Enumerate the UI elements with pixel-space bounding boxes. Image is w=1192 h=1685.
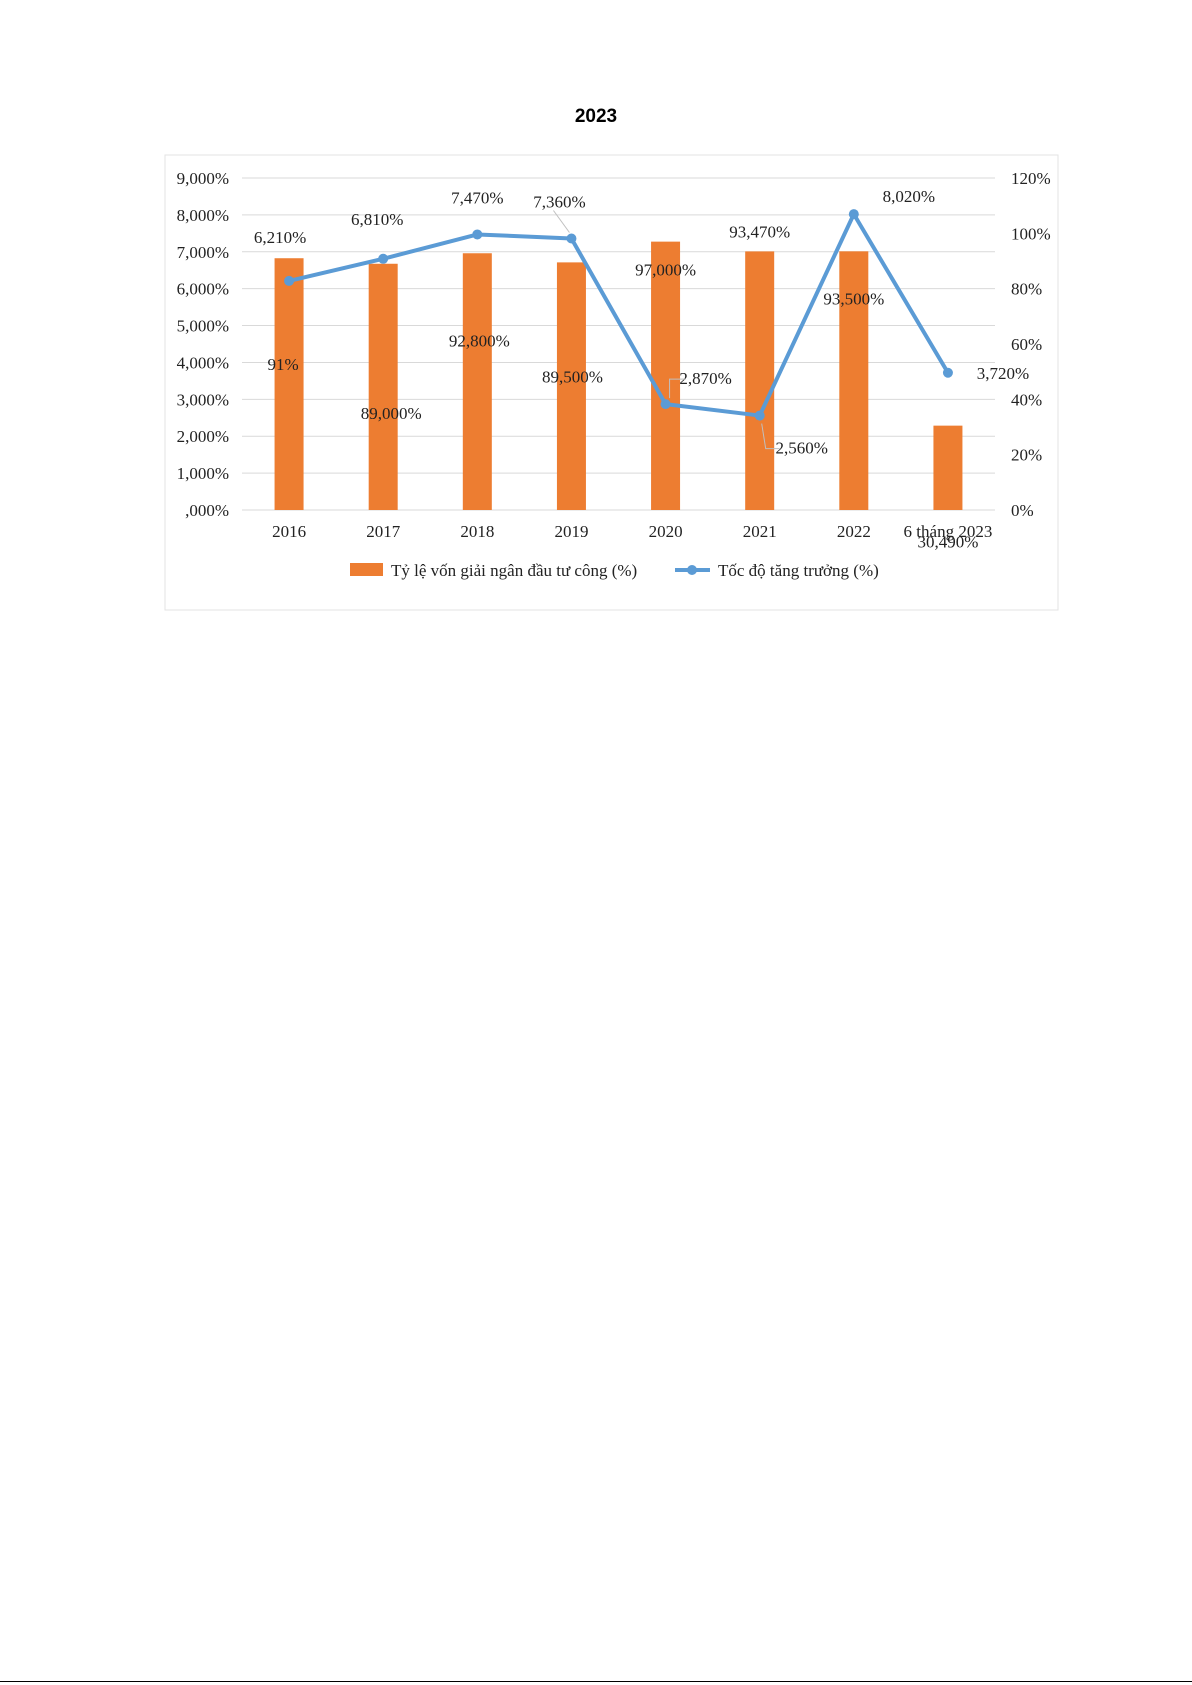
x-tick-label: 2022 — [837, 522, 871, 541]
y-left-tick-label: ,000% — [185, 501, 229, 520]
y-right-tick-label: 100% — [1011, 224, 1051, 243]
bar — [368, 263, 398, 510]
bar-data-label: 92,800% — [449, 331, 510, 350]
page-title: 2023 — [574, 106, 618, 127]
y-right-tick-label: 60% — [1011, 335, 1042, 354]
bar-data-label: 89,000% — [361, 404, 422, 423]
bar — [462, 253, 492, 510]
leader-line — [669, 378, 686, 399]
x-tick-label: 2019 — [554, 522, 588, 541]
x-tick-label: 2017 — [366, 522, 401, 541]
footer-rule — [0, 1681, 1192, 1682]
bar-data-label: 93,500% — [823, 289, 884, 308]
y-left-tick-label: 1,000% — [177, 464, 229, 483]
growth-line — [288, 212, 950, 418]
line-data-label: 2,870% — [679, 369, 731, 388]
y-right-tick-label: 80% — [1011, 280, 1042, 299]
line-point — [942, 367, 953, 378]
line-point — [284, 275, 295, 286]
y-right-tick-label: 0% — [1011, 501, 1034, 520]
line-data-label: 6,810% — [351, 210, 403, 229]
line-data-label: 6,210% — [254, 228, 306, 247]
bar-data-label: 91% — [267, 355, 298, 374]
y-left-tick-label: 7,000% — [177, 243, 229, 262]
y-left-tick-label: 5,000% — [177, 317, 229, 336]
legend-label-line: Tốc độ tăng trưởng (%) — [718, 561, 879, 580]
line-point — [848, 209, 859, 220]
x-tick-label: 6 tháng 2023 — [904, 522, 993, 541]
line-data-label: 7,470% — [451, 188, 503, 207]
line-data-label: 8,020% — [883, 187, 935, 206]
bar-data-label: 89,500% — [542, 367, 603, 386]
y-right-tick-label: 120% — [1011, 169, 1051, 188]
bar — [556, 262, 586, 510]
bar — [651, 241, 681, 510]
y-left-tick-label: 4,000% — [177, 353, 229, 372]
x-tick-label: 2021 — [743, 522, 777, 541]
leader-line — [553, 210, 570, 233]
leader-line — [761, 423, 780, 450]
y-left-tick-label: 3,000% — [177, 390, 229, 409]
x-tick-label: 2016 — [272, 522, 306, 541]
y-right-tick-label: 40% — [1011, 390, 1042, 409]
line-point — [754, 410, 765, 421]
line-point — [378, 253, 389, 264]
bar-data-label: 30,490% — [917, 533, 978, 552]
bar — [274, 258, 304, 510]
x-tick-label: 2020 — [649, 522, 683, 541]
bar — [839, 251, 869, 511]
legend-swatch-bar — [350, 563, 383, 576]
line-data-label: 7,360% — [533, 192, 585, 211]
y-left-tick-label: 6,000% — [177, 280, 229, 299]
y-left-tick-label: 9,000% — [177, 169, 229, 188]
bar — [745, 251, 775, 511]
bar — [933, 425, 963, 510]
line-data-label: 3,720% — [977, 364, 1029, 383]
line-data-label: 2,560% — [775, 439, 827, 458]
y-left-tick-label: 2,000% — [177, 427, 229, 446]
combo-chart: 9,000% 8,000% 7,000% 6,000% 5,000% 4,000% 3,00… — [164, 154, 1059, 611]
y-left-tick-label: 8,000% — [177, 206, 229, 225]
line-point — [472, 229, 483, 240]
line-point — [660, 399, 671, 410]
bar-data-label: 97,000% — [635, 261, 696, 280]
legend-swatch-marker — [687, 565, 697, 575]
y-right-tick-label: 20% — [1011, 446, 1042, 465]
line-point — [566, 233, 577, 244]
legend-label-bar: Tỷ lệ vốn giải ngân đầu tư công (%) — [391, 561, 637, 580]
x-tick-label: 2018 — [460, 522, 494, 541]
bar-data-label: 93,470% — [729, 222, 790, 241]
chart-frame — [164, 154, 1059, 611]
